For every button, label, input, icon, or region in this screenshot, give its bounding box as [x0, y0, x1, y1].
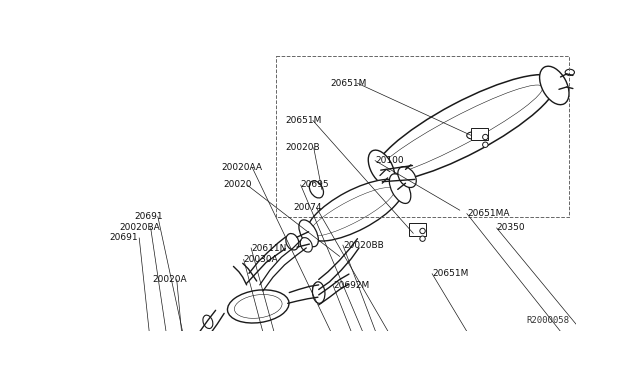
Ellipse shape — [312, 283, 323, 299]
Ellipse shape — [397, 368, 404, 372]
Text: 20020B: 20020B — [286, 143, 321, 152]
Text: 20695: 20695 — [301, 180, 330, 189]
Ellipse shape — [565, 69, 575, 76]
Text: 20030A: 20030A — [244, 255, 278, 264]
Ellipse shape — [420, 228, 425, 234]
Bar — [358, 353, 388, 372]
Ellipse shape — [312, 282, 325, 303]
Ellipse shape — [467, 132, 477, 139]
Ellipse shape — [374, 75, 557, 181]
Ellipse shape — [203, 315, 213, 328]
Text: 20691: 20691 — [134, 212, 163, 221]
Ellipse shape — [540, 66, 569, 105]
Text: 20020BA: 20020BA — [120, 224, 161, 232]
Text: 20020A: 20020A — [152, 275, 186, 284]
Text: 20020BB: 20020BB — [343, 241, 383, 250]
Text: 20350: 20350 — [497, 224, 525, 232]
Text: 20074: 20074 — [293, 203, 322, 212]
Ellipse shape — [389, 174, 411, 203]
Text: 20692M: 20692M — [333, 281, 369, 290]
Ellipse shape — [309, 181, 323, 198]
Ellipse shape — [307, 179, 404, 241]
Ellipse shape — [227, 290, 289, 323]
Ellipse shape — [299, 220, 318, 247]
Bar — [276, 56, 568, 217]
Text: 20100: 20100 — [375, 156, 404, 165]
Text: 20611N: 20611N — [251, 244, 287, 253]
Ellipse shape — [483, 142, 488, 147]
Text: 20651MA: 20651MA — [467, 209, 509, 218]
Ellipse shape — [420, 236, 425, 241]
Ellipse shape — [368, 150, 395, 186]
Text: 20651M: 20651M — [432, 269, 468, 278]
Ellipse shape — [483, 134, 488, 140]
Text: 20020AA: 20020AA — [221, 163, 262, 172]
Ellipse shape — [398, 167, 416, 187]
Text: R2000058: R2000058 — [527, 316, 570, 325]
Bar — [360, 355, 386, 372]
Text: 20691: 20691 — [110, 234, 138, 243]
Ellipse shape — [286, 234, 299, 250]
Ellipse shape — [300, 238, 312, 252]
Bar — [472, 128, 488, 140]
Text: 20020: 20020 — [224, 180, 252, 189]
Text: 20651M: 20651M — [330, 79, 367, 88]
Bar — [410, 223, 426, 235]
Text: 20651M: 20651M — [286, 116, 322, 125]
